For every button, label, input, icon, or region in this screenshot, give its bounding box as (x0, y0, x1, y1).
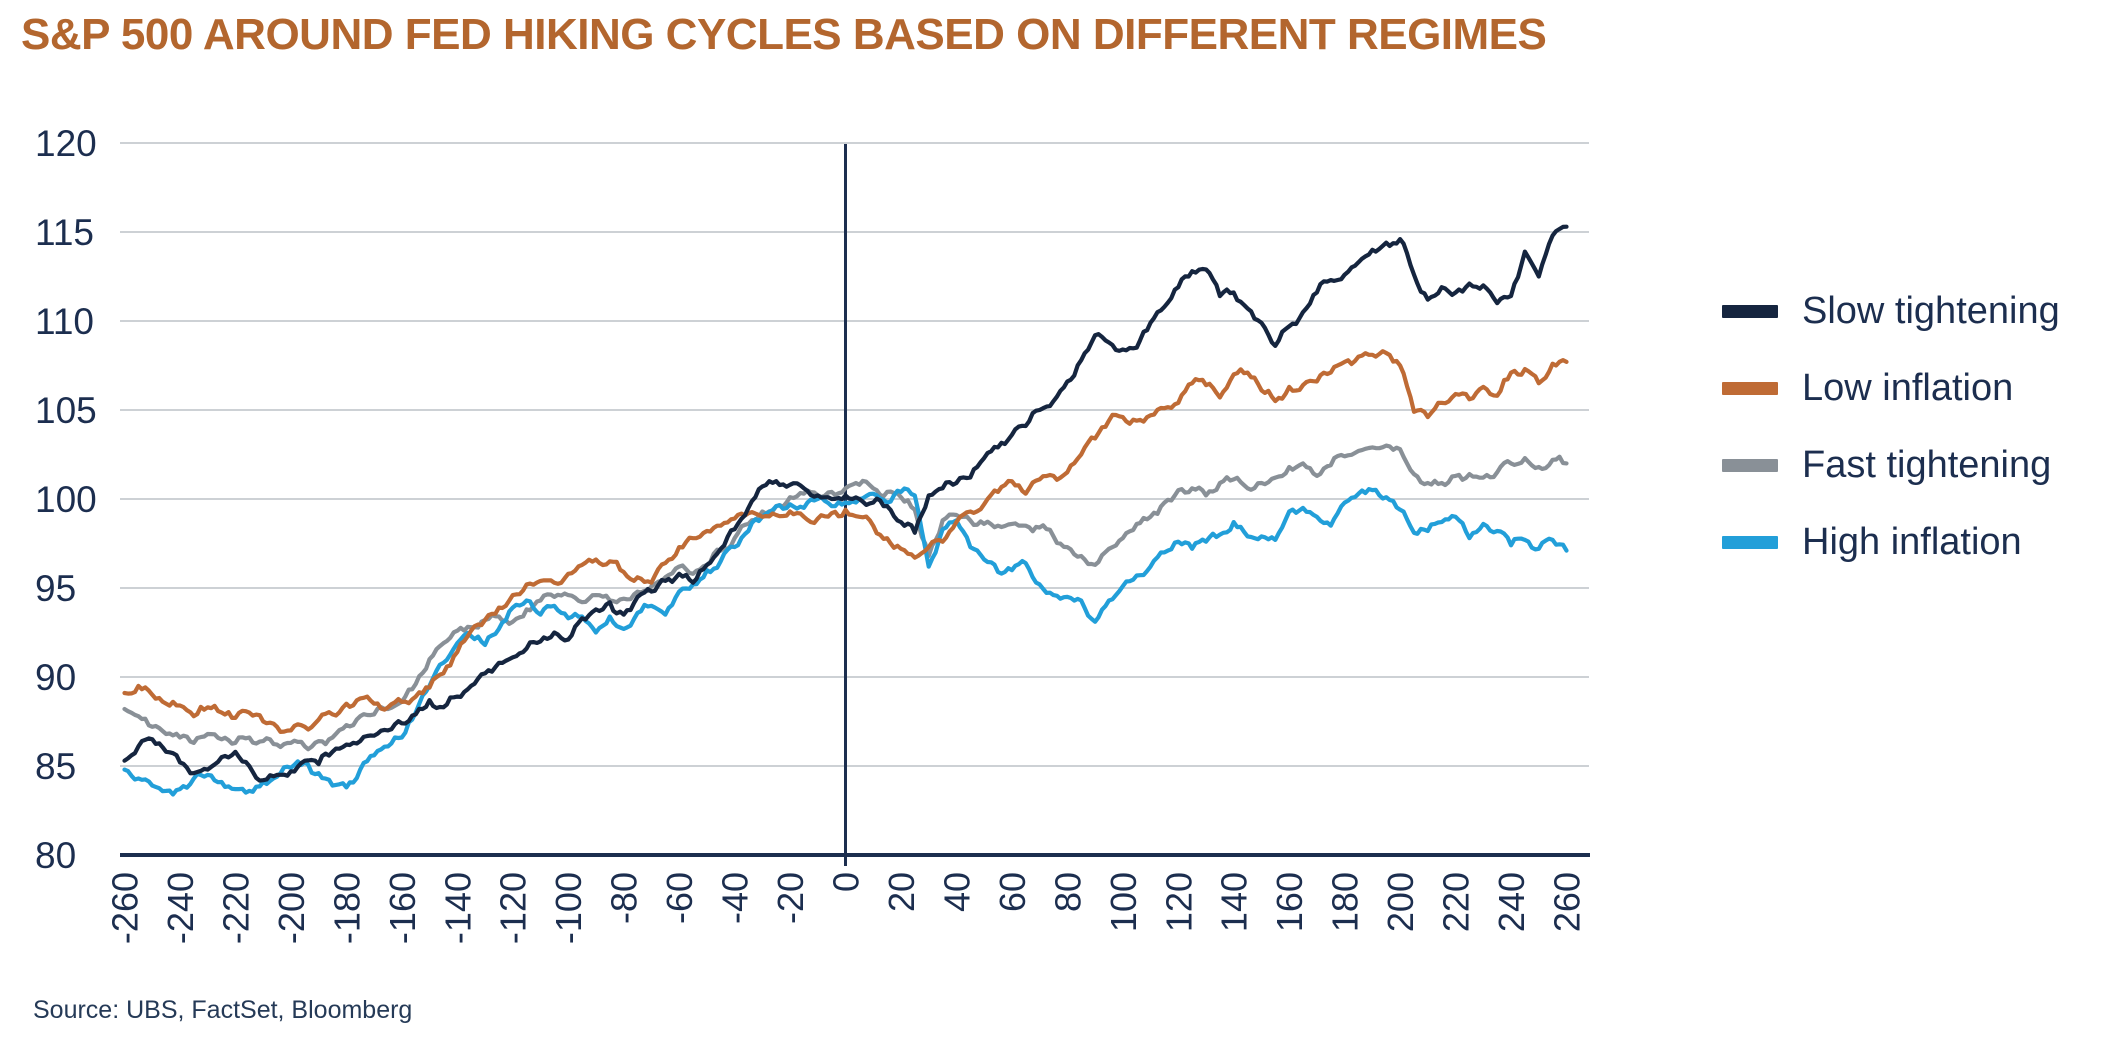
x-axis-label: -40 (715, 872, 756, 924)
x-axis-label: -60 (659, 872, 700, 924)
legend-label: Fast tightening (1802, 444, 2052, 486)
y-axis-label: 105 (35, 390, 97, 431)
y-axis-label: 100 (35, 479, 97, 520)
x-axis-label: -120 (493, 872, 534, 944)
x-axis-label: -240 (160, 872, 201, 944)
x-axis-label: 200 (1380, 872, 1421, 932)
x-axis-label: 220 (1436, 872, 1477, 932)
x-axis-label: 140 (1214, 872, 1255, 932)
legend-item-fast-tightening: Fast tightening (1722, 442, 2060, 488)
x-axis-label: -260 (105, 872, 146, 944)
x-axis-label: -140 (437, 872, 478, 944)
x-axis-label: -200 (271, 872, 312, 944)
x-axis-label: 80 (1047, 872, 1088, 912)
x-axis-label: -80 (604, 872, 645, 924)
x-axis-label: -160 (382, 872, 423, 944)
x-axis-label: -180 (326, 872, 367, 944)
x-axis-label: 60 (992, 872, 1033, 912)
x-axis-label: 20 (881, 872, 922, 912)
y-axis-label: 110 (35, 301, 94, 342)
y-axis-label: 95 (35, 568, 76, 609)
y-axis-label: 80 (35, 835, 76, 876)
chart-legend: Slow tightening Low inflation Fast tight… (1722, 288, 2060, 565)
x-axis-label: 240 (1491, 872, 1532, 932)
x-axis-label: 0 (826, 872, 867, 892)
x-axis-label: 180 (1325, 872, 1366, 932)
y-axis-label: 85 (35, 746, 76, 787)
legend-label: High inflation (1802, 521, 2022, 563)
x-axis-label: 160 (1269, 872, 1310, 932)
slow-tightening-swatch-icon (1722, 304, 1778, 318)
legend-item-slow-tightening: Slow tightening (1722, 288, 2060, 334)
source-note: Source: UBS, FactSet, Bloomberg (33, 996, 413, 1024)
x-axis-label: 260 (1546, 872, 1587, 932)
fast-tightening-swatch-icon (1722, 458, 1778, 472)
low-inflation-swatch-icon (1722, 381, 1778, 395)
legend-item-low-inflation: Low inflation (1722, 365, 2060, 411)
high-inflation-swatch-icon (1722, 535, 1778, 549)
legend-label: Slow tightening (1802, 290, 2060, 332)
y-axis-label: 115 (35, 212, 94, 253)
x-axis-label: 100 (1103, 872, 1144, 932)
x-axis-label: -20 (770, 872, 811, 924)
legend-item-high-inflation: High inflation (1722, 519, 2060, 565)
x-axis-label: -220 (215, 872, 256, 944)
y-axis-label: 120 (35, 123, 97, 164)
x-axis-label: 120 (1158, 872, 1199, 932)
series-line-fast-tightening (122, 443, 1569, 752)
series-line-slow-tightening (122, 224, 1569, 783)
page-title: S&P 500 AROUND FED HIKING CYCLES BASED O… (21, 10, 1547, 59)
x-axis-label: 40 (936, 872, 977, 912)
x-axis-label: -100 (548, 872, 589, 944)
y-axis-label: 90 (35, 657, 76, 698)
series-line-high-inflation (122, 486, 1569, 797)
legend-label: Low inflation (1802, 367, 2014, 409)
series-line-low-inflation (122, 349, 1569, 734)
